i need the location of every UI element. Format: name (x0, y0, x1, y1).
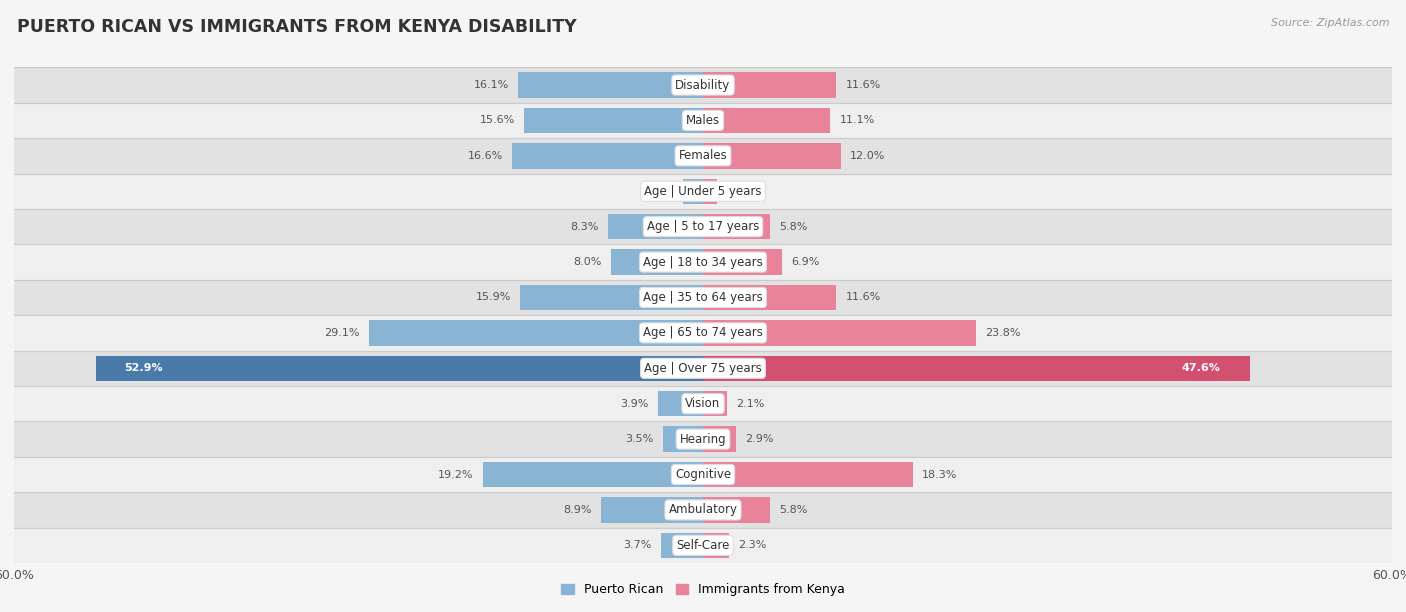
Text: 3.5%: 3.5% (626, 434, 654, 444)
Bar (703, 532, 730, 558)
Bar (482, 462, 703, 487)
Bar (14, 492, 1392, 528)
Bar (14, 386, 1392, 422)
Text: 15.6%: 15.6% (479, 116, 515, 125)
Bar (14, 67, 1392, 103)
Bar (703, 320, 976, 346)
Text: 11.1%: 11.1% (839, 116, 875, 125)
Text: Ambulatory: Ambulatory (668, 504, 738, 517)
Text: Cognitive: Cognitive (675, 468, 731, 481)
Text: Age | Under 5 years: Age | Under 5 years (644, 185, 762, 198)
Text: 16.6%: 16.6% (468, 151, 503, 161)
Text: Females: Females (679, 149, 727, 162)
Text: Age | Over 75 years: Age | Over 75 years (644, 362, 762, 375)
Bar (703, 143, 841, 168)
Bar (612, 249, 703, 275)
Text: 8.0%: 8.0% (574, 257, 602, 267)
Text: 1.2%: 1.2% (725, 186, 755, 196)
Text: 8.3%: 8.3% (571, 222, 599, 232)
Bar (607, 214, 703, 239)
Text: 15.9%: 15.9% (475, 293, 512, 302)
Bar (14, 174, 1392, 209)
Text: 52.9%: 52.9% (124, 364, 163, 373)
Bar (14, 244, 1392, 280)
Text: 5.8%: 5.8% (779, 222, 807, 232)
Bar (14, 457, 1392, 492)
Bar (512, 143, 703, 168)
Bar (14, 103, 1392, 138)
Bar (14, 209, 1392, 244)
Text: Males: Males (686, 114, 720, 127)
Text: Age | 65 to 74 years: Age | 65 to 74 years (643, 326, 763, 340)
Text: 29.1%: 29.1% (325, 328, 360, 338)
Bar (96, 356, 703, 381)
Text: Hearing: Hearing (679, 433, 727, 446)
Bar (14, 528, 1392, 563)
Bar (703, 462, 912, 487)
Text: 23.8%: 23.8% (986, 328, 1021, 338)
Text: Age | 35 to 64 years: Age | 35 to 64 years (643, 291, 763, 304)
Text: 11.6%: 11.6% (845, 293, 880, 302)
Text: 16.1%: 16.1% (474, 80, 509, 90)
Text: Age | 18 to 34 years: Age | 18 to 34 years (643, 256, 763, 269)
Bar (703, 356, 1250, 381)
Bar (703, 497, 769, 523)
Text: Self-Care: Self-Care (676, 539, 730, 552)
Bar (703, 391, 727, 416)
Text: PUERTO RICAN VS IMMIGRANTS FROM KENYA DISABILITY: PUERTO RICAN VS IMMIGRANTS FROM KENYA DI… (17, 18, 576, 36)
Text: Age | 5 to 17 years: Age | 5 to 17 years (647, 220, 759, 233)
Text: 2.9%: 2.9% (745, 434, 773, 444)
Text: 5.8%: 5.8% (779, 505, 807, 515)
Text: 8.9%: 8.9% (564, 505, 592, 515)
Legend: Puerto Rican, Immigrants from Kenya: Puerto Rican, Immigrants from Kenya (557, 578, 849, 602)
Bar (703, 285, 837, 310)
Text: Disability: Disability (675, 78, 731, 92)
Bar (14, 315, 1392, 351)
Text: 18.3%: 18.3% (922, 469, 957, 480)
Bar (14, 422, 1392, 457)
Text: 3.9%: 3.9% (620, 398, 650, 409)
Bar (703, 72, 837, 98)
Bar (519, 72, 703, 98)
Bar (368, 320, 703, 346)
Text: 2.3%: 2.3% (738, 540, 766, 550)
Text: Source: ZipAtlas.com: Source: ZipAtlas.com (1271, 18, 1389, 28)
Bar (658, 391, 703, 416)
Bar (661, 532, 703, 558)
Text: 6.9%: 6.9% (792, 257, 820, 267)
Bar (662, 427, 703, 452)
Bar (14, 351, 1392, 386)
Text: 1.7%: 1.7% (645, 186, 675, 196)
Text: 3.7%: 3.7% (623, 540, 651, 550)
Text: 11.6%: 11.6% (845, 80, 880, 90)
Bar (703, 214, 769, 239)
Bar (520, 285, 703, 310)
Bar (524, 108, 703, 133)
Bar (703, 179, 717, 204)
Bar (600, 497, 703, 523)
Bar (14, 138, 1392, 174)
Bar (703, 427, 737, 452)
Bar (14, 280, 1392, 315)
Bar (703, 108, 831, 133)
Text: Vision: Vision (685, 397, 721, 410)
Bar (703, 249, 782, 275)
Bar (683, 179, 703, 204)
Text: 47.6%: 47.6% (1182, 364, 1220, 373)
Text: 19.2%: 19.2% (437, 469, 474, 480)
Text: 2.1%: 2.1% (737, 398, 765, 409)
Text: 12.0%: 12.0% (851, 151, 886, 161)
